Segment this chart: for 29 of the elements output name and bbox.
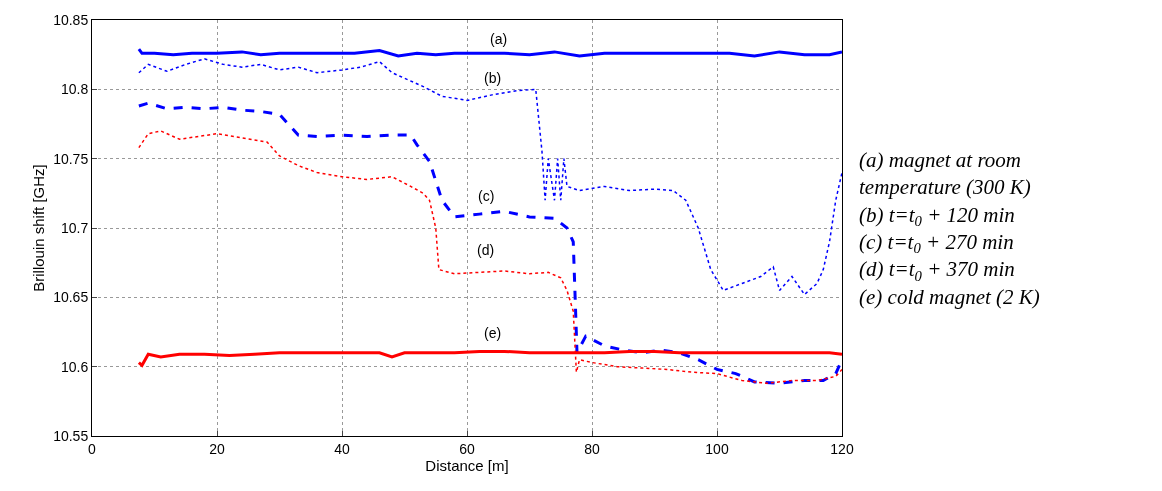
text: (d) t=t$_{0}$ + 370 min	[859, 257, 1015, 284]
x-tick-label: 120	[830, 440, 854, 457]
annotation: (a)	[490, 31, 508, 47]
x-tick-label: 100	[705, 440, 729, 457]
annotation: (c)	[478, 188, 495, 204]
line-series	[138, 58, 842, 296]
line-series	[137, 47, 842, 58]
y-axis-title: Brillouin shift [GHz]	[30, 164, 48, 292]
y-tick-label: 10.7	[60, 219, 89, 236]
text: (c) t=t$_{0}$ + 270 min	[859, 229, 1014, 257]
annotation: (d)	[477, 242, 495, 258]
y-tick-label: 10.65	[53, 289, 89, 306]
y-tick-label: 10.85	[53, 11, 89, 28]
text: (e) cold magnet (2 K)	[859, 284, 1040, 309]
y-tick-label: 10.75	[53, 150, 89, 167]
y-tick-label: 10.55	[53, 427, 89, 444]
x-tick-label: 40	[334, 440, 350, 457]
text: (a) magnet at room temperature (300 K)	[859, 148, 1031, 200]
y-tick-label: 10.6	[60, 358, 89, 375]
text: (b) t=t$_{0}$ + 120 min	[859, 202, 1015, 230]
annotation: (b)	[484, 70, 502, 86]
annotation: (e)	[484, 325, 502, 341]
line-series	[137, 349, 842, 367]
x-tick-label: 60	[459, 440, 475, 457]
x-tick-label: 0	[88, 440, 97, 457]
y-tick-label: 10.8	[60, 81, 89, 98]
x-tick-label: 20	[209, 440, 225, 457]
x-axis-title: Distance [m]	[425, 456, 509, 474]
x-tick-label: 80	[584, 440, 600, 457]
